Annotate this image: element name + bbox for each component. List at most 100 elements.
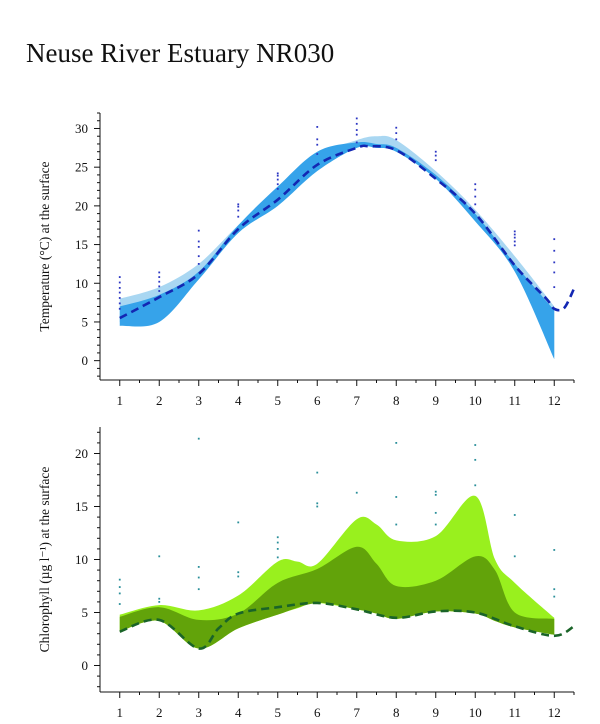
temperature-data-point — [276, 187, 279, 190]
chlorophyll-data-point — [276, 548, 279, 550]
temperature-y-tick-label: 30 — [75, 121, 88, 136]
temperature-data-point — [118, 287, 121, 289]
temperature-data-point — [474, 188, 477, 191]
chlorophyll-x-tick-label: 1 — [117, 705, 124, 720]
temperature-data-point — [197, 245, 200, 248]
temperature-data-point — [316, 143, 319, 146]
temperature-data-point — [237, 203, 240, 206]
chlorophyll-data-point — [434, 490, 437, 493]
chlorophyll-data-point — [395, 496, 398, 498]
chlorophyll-data-point — [197, 437, 200, 440]
temperature-data-point — [474, 183, 477, 186]
temperature-data-point — [395, 126, 398, 129]
chlorophyll-data-point — [474, 458, 477, 461]
temperature-x-tick-label: 5 — [275, 393, 282, 408]
chlorophyll-data-point — [118, 603, 121, 605]
chlorophyll-y-tick-label: 5 — [82, 605, 89, 620]
chlorophyll-data-point — [553, 549, 556, 551]
temperature-y-tick-label: 10 — [75, 276, 88, 291]
temperature-data-point — [237, 209, 240, 212]
temperature-data-point — [434, 150, 437, 153]
temperature-data-point — [395, 138, 398, 141]
temperature-data-point — [118, 297, 121, 299]
temperature-band-outer — [119, 135, 555, 357]
temperature-data-point — [237, 205, 240, 208]
chlorophyll-data-point — [197, 566, 200, 568]
chlorophyll-data-point — [434, 523, 437, 526]
chlorophyll-data-point — [276, 541, 279, 544]
temperature-data-point — [158, 276, 161, 278]
chlorophyll-y-tick-label: 15 — [75, 499, 88, 514]
temperature-data-point — [355, 141, 358, 144]
temperature-x-tick-label: 8 — [393, 393, 400, 408]
chlorophyll-data-point — [158, 601, 161, 603]
temperature-band-inner — [119, 141, 555, 360]
temperature-data-point — [158, 285, 161, 288]
temperature-x-tick-label: 4 — [235, 393, 242, 408]
chlorophyll-data-point — [434, 511, 437, 514]
chlorophyll-x-tick-label: 6 — [314, 705, 321, 720]
temperature-data-point — [276, 178, 279, 181]
chlorophyll-data-point — [553, 595, 556, 598]
chlorophyll-y-tick-label: 10 — [75, 552, 88, 567]
temperature-x-tick-label: 10 — [469, 393, 482, 408]
chlorophyll-x-tick-label: 3 — [196, 705, 203, 720]
chlorophyll-data-point — [118, 586, 121, 588]
temperature-data-point — [118, 307, 121, 310]
temperature-data-point — [237, 215, 240, 218]
chlorophyll-data-point — [395, 523, 398, 526]
chlorophyll-data-point — [276, 556, 279, 559]
temperature-data-point — [474, 195, 477, 198]
chlorophyll-data-point — [237, 575, 240, 578]
temperature-data-point — [158, 271, 161, 274]
chlorophyll-data-point — [395, 442, 398, 444]
chlorophyll-y-tick-label: 0 — [82, 658, 89, 673]
temperature-data-point — [118, 276, 121, 278]
chlorophyll-x-tick-label: 4 — [235, 705, 242, 720]
temperature-y-axis-label: Temperature (°C) at the surface — [37, 161, 52, 331]
temperature-data-point — [513, 240, 516, 243]
temperature-data-point — [553, 271, 556, 274]
chlorophyll-y-axis-label: Chlorophyll (µg l⁻¹) at the surface — [37, 467, 52, 653]
temperature-data-point — [316, 126, 319, 128]
chlorophyll-data-point — [118, 578, 121, 581]
temperature-y-tick-label: 0 — [82, 353, 89, 368]
temperature-data-point — [434, 154, 437, 157]
temperature-data-point — [197, 263, 200, 265]
temperature-x-tick-label: 11 — [508, 393, 521, 408]
chlorophyll-x-tick-label: 12 — [548, 705, 561, 720]
chlorophyll-x-tick-label: 5 — [275, 705, 282, 720]
temperature-data-point — [118, 281, 121, 284]
temperature-data-point — [474, 203, 477, 206]
temperature-y-tick-label: 15 — [75, 237, 88, 252]
chlorophyll-data-point — [355, 491, 358, 494]
chlorophyll-data-point — [118, 592, 121, 595]
chlorophyll-data-point — [158, 555, 161, 558]
chlorophyll-y-tick-label: 20 — [75, 446, 88, 461]
chlorophyll-x-tick-label: 8 — [393, 705, 400, 720]
temperature-x-tick-label: 1 — [117, 393, 124, 408]
temperature-data-point — [197, 229, 200, 232]
temperature-data-point — [276, 174, 279, 177]
temperature-data-point — [276, 183, 279, 186]
chlorophyll-x-tick-label: 7 — [354, 705, 361, 720]
temperature-data-point — [513, 236, 516, 239]
temperature-x-tick-label: 7 — [354, 393, 361, 408]
page-title: Neuse River Estuary NR030 — [26, 38, 335, 68]
temperature-data-point — [276, 172, 279, 175]
chlorophyll-data-point — [474, 484, 477, 487]
temperature-data-point — [355, 133, 358, 136]
temperature-data-point — [197, 255, 200, 258]
chlorophyll-data-point — [197, 576, 200, 579]
temperature-x-tick-label: 3 — [196, 393, 203, 408]
temperature-x-tick-label: 12 — [548, 393, 561, 408]
chlorophyll-data-point — [434, 493, 437, 496]
chlorophyll-data-point — [316, 471, 319, 474]
temperature-data-point — [553, 238, 556, 241]
chlorophyll-data-point — [276, 536, 279, 539]
chlorophyll-data-point — [474, 444, 477, 446]
temperature-data-point — [513, 233, 516, 236]
temperature-mean-line — [119, 144, 576, 320]
chlorophyll-data-point — [316, 502, 319, 505]
